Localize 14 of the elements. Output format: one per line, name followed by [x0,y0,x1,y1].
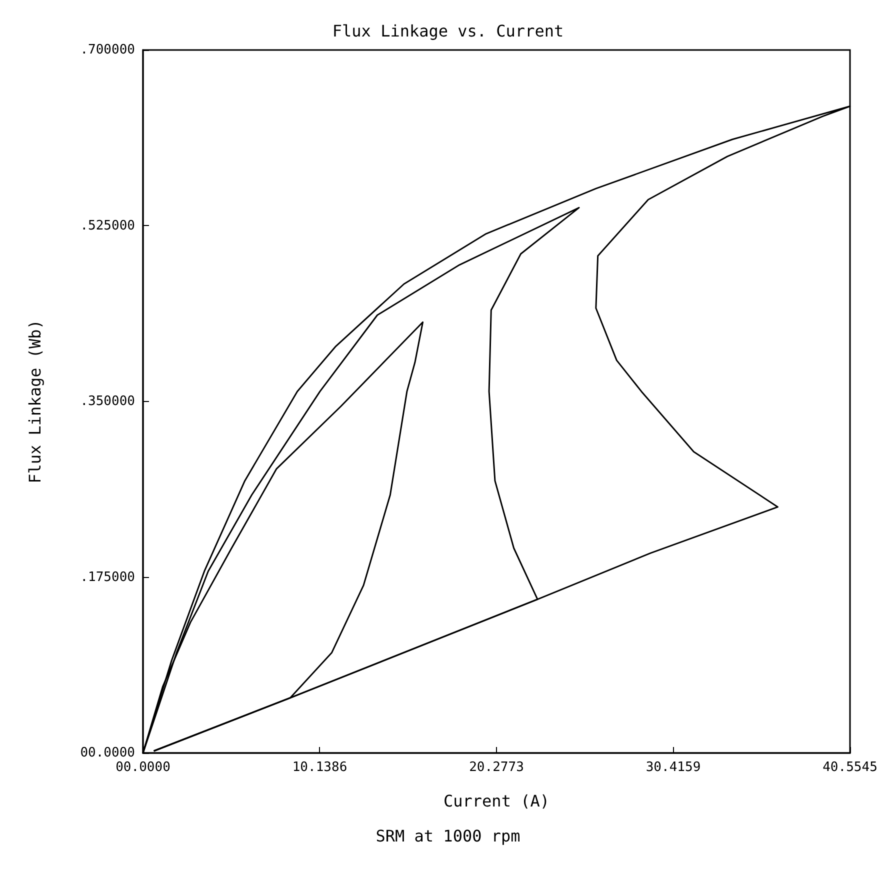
x-tick-label: 40.5545 [822,760,878,775]
x-tick-label: 00.0000 [116,760,170,775]
x-tick-label: 10.1386 [292,760,348,775]
y-axis-title: Flux Linkage (Wb) [26,320,44,484]
x-axis-title: Current (A) [444,792,550,810]
x-tick-label: 30.4159 [646,760,701,775]
y-tick-label: 00.0000 [80,746,135,760]
y-tick-label: .700000 [80,42,135,58]
x-tick-label: 20.2773 [469,760,524,775]
chart-title: Flux Linkage vs. Current [332,22,564,40]
text: SRM at 1000 rpm [376,826,520,846]
y-tick-label: .175000 [80,570,135,585]
y-tick-label: .525000 [80,218,135,234]
y-tick-label: .350000 [80,394,135,409]
